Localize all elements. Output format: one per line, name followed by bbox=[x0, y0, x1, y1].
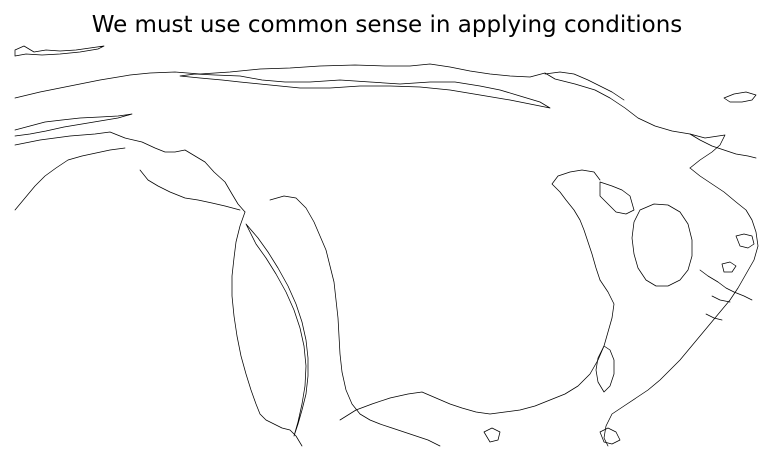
arctic-coast bbox=[14, 63, 726, 169]
east-arctic-islands bbox=[689, 133, 757, 159]
hudson-bay bbox=[631, 203, 693, 287]
arctic-inner-channel bbox=[179, 73, 551, 109]
map-title: We must use common sense in applying con… bbox=[91, 12, 683, 38]
alaska-peninsula bbox=[14, 131, 246, 213]
south-small-islands bbox=[483, 427, 621, 445]
east-coast-islands bbox=[721, 233, 755, 273]
florida-peninsula bbox=[595, 345, 615, 393]
central-america-coast bbox=[339, 279, 615, 421]
arctic-island bbox=[14, 45, 105, 57]
atlantic-coast bbox=[603, 167, 759, 447]
labrador-coast bbox=[599, 181, 635, 215]
alaska-south-inlet bbox=[139, 169, 241, 211]
arctic-east-coast bbox=[544, 71, 625, 101]
alaska-coast-west bbox=[14, 147, 126, 211]
greenland-fragment bbox=[723, 91, 757, 103]
pacific-coast bbox=[231, 211, 303, 447]
aleutian-chain bbox=[14, 113, 133, 137]
mexico-west-coast bbox=[269, 195, 441, 447]
baja-california bbox=[245, 223, 309, 437]
gulf-coast bbox=[551, 169, 601, 281]
caribbean-islands bbox=[699, 269, 753, 321]
